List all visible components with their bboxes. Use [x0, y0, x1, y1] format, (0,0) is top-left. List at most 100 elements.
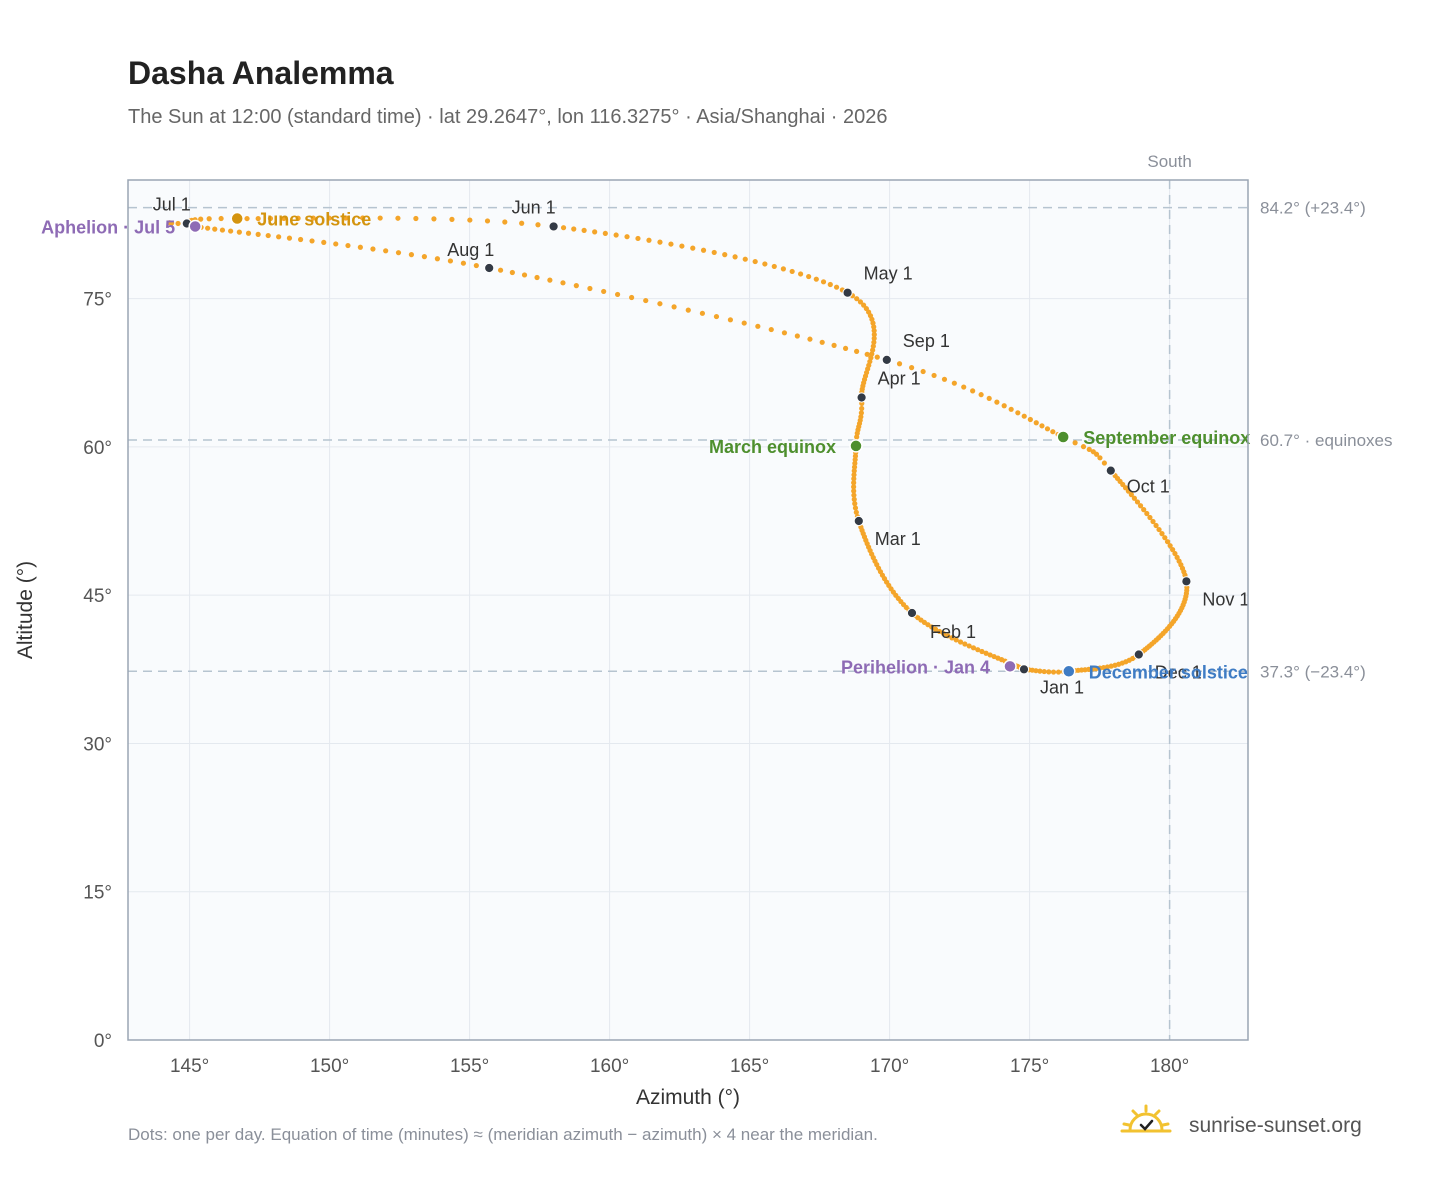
x-tick-label: 180° — [1150, 1056, 1189, 1077]
daily-sun-dot — [861, 302, 867, 308]
event-marker-label: December solstice — [1089, 662, 1248, 682]
month-marker-dot — [906, 607, 918, 619]
daily-sun-dot — [1041, 668, 1047, 675]
daily-sun-dot — [212, 226, 218, 232]
plot-frame — [127, 179, 1249, 1041]
daily-sun-dot — [833, 284, 840, 290]
daily-sun-dot — [1021, 413, 1027, 419]
daily-sun-dot — [851, 488, 857, 494]
event-marker-dot — [188, 219, 202, 234]
daily-sun-dot — [175, 220, 181, 227]
daily-sun-dot — [798, 271, 804, 277]
daily-sun-dot — [434, 256, 441, 262]
daily-sun-dot — [377, 215, 383, 221]
daily-sun-dot — [1167, 543, 1173, 549]
daily-sun-dot — [945, 633, 951, 639]
daily-sun-dot — [431, 216, 437, 222]
daily-sun-dot — [1159, 531, 1165, 537]
daily-sun-dot — [851, 468, 857, 474]
x-tick-label: 145° — [170, 1056, 209, 1077]
daily-sun-dot — [871, 328, 877, 334]
daily-sun-dot — [1137, 503, 1144, 509]
daily-sun-dot — [806, 273, 812, 280]
daily-sun-dot — [1050, 429, 1056, 435]
daily-sun-dot — [560, 225, 567, 231]
daily-sun-dot — [571, 226, 577, 232]
daily-sun-dot — [755, 323, 761, 329]
daily-sun-dot — [722, 252, 728, 258]
daily-sun-dot — [896, 361, 903, 367]
month-marker-dot — [856, 392, 867, 403]
daily-sun-dot — [1150, 518, 1156, 525]
daily-sun-dot — [473, 262, 479, 269]
daily-sun-dot — [345, 242, 351, 249]
daily-sun-dot — [276, 234, 282, 240]
month-marker-label: Nov 1 — [1202, 589, 1249, 609]
daily-sun-dot — [857, 299, 864, 305]
daily-sun-dot — [613, 232, 619, 238]
daily-sun-dot — [851, 484, 857, 490]
daily-sun-dot — [395, 215, 401, 221]
daily-sun-dot — [929, 624, 935, 630]
month-marker-label: Mar 1 — [875, 529, 921, 549]
daily-sun-dot — [979, 648, 985, 655]
daily-sun-dot — [941, 376, 948, 382]
footnote: Dots: one per day. Equation of time (min… — [128, 1125, 878, 1144]
daily-sun-dot — [931, 372, 937, 379]
daily-sun-dot — [255, 231, 261, 237]
daily-sun-dot — [961, 384, 967, 390]
daily-sun-dot — [870, 347, 876, 353]
daily-sun-dot — [343, 215, 349, 221]
daily-sun-dot — [360, 215, 366, 221]
daily-sun-dot — [624, 234, 630, 240]
daily-sun-dot — [560, 280, 566, 286]
daily-sun-dot — [820, 279, 827, 285]
daily-sun-dot — [614, 291, 621, 298]
x-tick-label: 165° — [730, 1056, 769, 1077]
daily-sun-dot — [781, 330, 788, 336]
daily-sun-dot — [1101, 664, 1107, 671]
daily-sun-dot — [742, 256, 748, 262]
daily-sun-dot — [871, 339, 877, 345]
daily-sun-dot — [699, 310, 706, 316]
daily-sun-dot — [601, 288, 607, 295]
month-marker-dot — [484, 262, 495, 274]
daily-sun-dot — [819, 339, 825, 345]
daily-sun-dot — [870, 343, 876, 349]
daily-sun-dot — [326, 215, 332, 221]
daily-sun-dot — [975, 647, 981, 653]
event-marker-dot — [230, 211, 244, 226]
daily-sun-dot — [1008, 406, 1014, 412]
daily-sun-dot — [281, 215, 287, 221]
daily-sun-dot — [1128, 492, 1134, 498]
daily-sun-dot — [198, 216, 204, 222]
daily-sun-dot — [858, 414, 864, 420]
daily-sun-dot — [244, 215, 250, 222]
event-marker-label: Perihelion · Jan 4 — [841, 657, 990, 677]
daily-sun-dot — [1141, 507, 1147, 513]
daily-sun-dot — [732, 254, 738, 260]
sun-icon — [1120, 1104, 1172, 1133]
daily-sun-dot — [447, 258, 454, 264]
daily-sun-dot — [827, 281, 833, 288]
month-marker-dot — [1018, 664, 1030, 675]
y-tick-label: 75° — [83, 290, 112, 311]
brand-logo — [1120, 1104, 1172, 1133]
daily-sun-dot — [587, 285, 593, 292]
daily-sun-dot — [245, 230, 252, 236]
y-axis-label: Altitude (°) — [14, 561, 37, 659]
daily-sun-dot — [842, 345, 849, 352]
daily-sun-dot — [205, 225, 211, 231]
daily-sun-dot — [700, 247, 707, 253]
daily-sun-dot — [460, 260, 467, 266]
daily-sun-dot — [668, 241, 674, 247]
month-markers: Jan 1 Feb 1 Mar 1 Apr 1 May 1 Jun 1 Jul 1 Aug 1… — [153, 194, 1250, 697]
daily-sun-dot — [657, 301, 663, 307]
daily-sun-dot — [932, 626, 939, 632]
daily-sun-dot — [949, 635, 955, 641]
reference-line-label: 60.7° · equinoxes — [1260, 431, 1393, 450]
daily-sun-dot — [940, 631, 947, 637]
daily-sun-dot — [502, 219, 508, 225]
event-marker-dot — [849, 439, 863, 453]
daily-sun-dot — [408, 252, 415, 258]
